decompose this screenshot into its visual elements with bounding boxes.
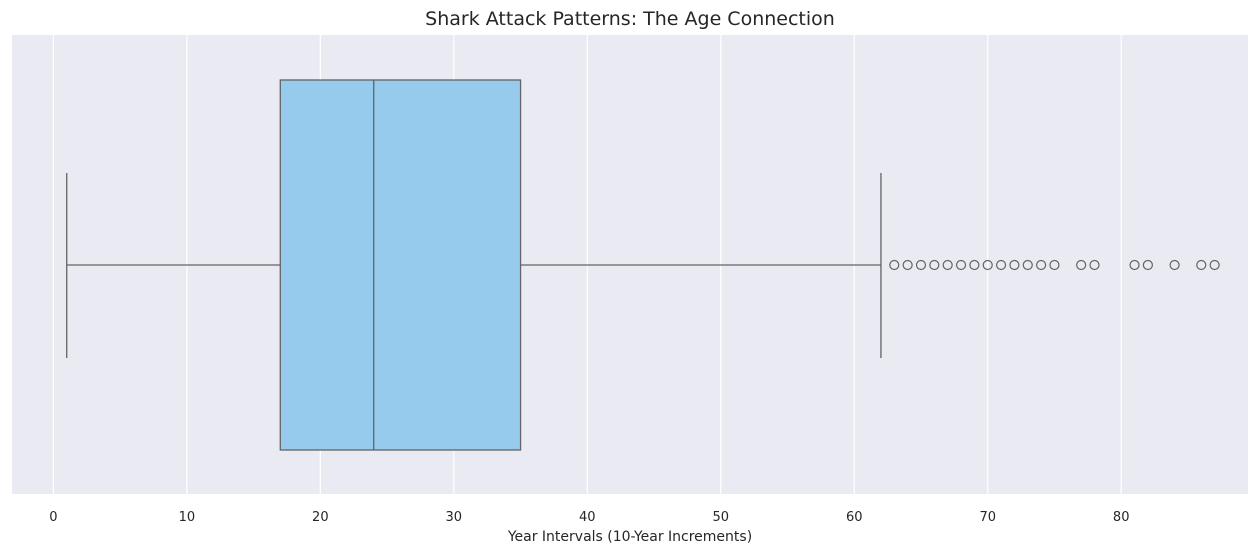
outlier-point-68 [955,259,967,271]
outlier-point-77 [1076,259,1087,271]
x-tick-label-50: 50 [712,510,729,525]
x-tick-label-30: 30 [446,510,463,525]
outlier-point-73 [1022,259,1033,271]
outlier-point-84 [1169,259,1180,271]
outlier-point-81 [1129,259,1140,271]
x-tick-label-20: 20 [312,510,329,525]
x-tick-label-0: 0 [49,510,57,525]
outlier-point-71 [995,259,1007,271]
x-tick-label-40: 40 [579,510,596,525]
outlier-point-64 [902,259,913,271]
x-tick-label-10: 10 [179,510,196,525]
x-axis-ticks: 0 10 20 30 40 50 60 70 80 [49,510,1129,525]
x-tick-label-70: 70 [979,510,996,525]
x-axis-label: Year Intervals (10-Year Increments) [507,529,752,545]
x-tick-label-80: 80 [1113,510,1130,525]
outlier-point-63 [889,259,900,271]
outlier-point-87 [1209,259,1220,271]
chart-title: Shark Attack Patterns: The Age Connectio… [425,8,835,30]
outlier-point-78 [1089,259,1100,271]
outlier-point-74 [1036,259,1047,271]
outlier-point-66 [929,259,940,271]
outlier-point-86 [1196,259,1207,271]
iqr-box [279,79,522,451]
box-plot [66,79,882,451]
outlier-point-82 [1142,259,1153,271]
outlier-point-75 [1049,259,1060,271]
outlier-point-65 [915,259,927,271]
outlier-point-67 [942,259,953,271]
outlier-points [889,259,1220,271]
x-tick-label-60: 60 [846,510,863,525]
outlier-point-69 [969,259,980,271]
outlier-point-72 [1009,259,1020,271]
outlier-point-70 [982,259,993,271]
